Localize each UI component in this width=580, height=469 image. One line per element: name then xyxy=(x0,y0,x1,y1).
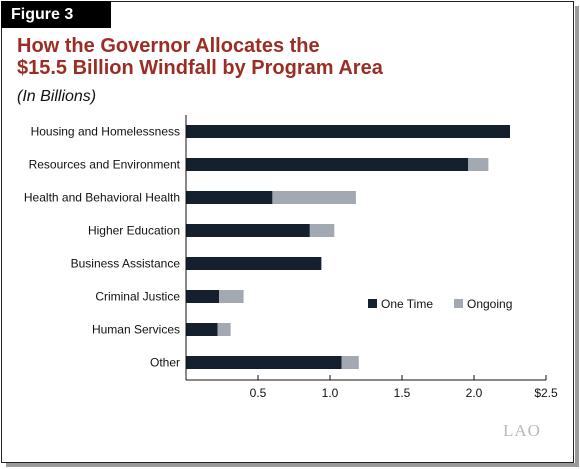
chart-subtitle: (In Billions) xyxy=(17,88,97,105)
category-label: Human Services xyxy=(92,323,180,337)
bar-one-time xyxy=(186,323,218,336)
x-tick-label: 1.0 xyxy=(322,386,339,400)
category-label: Business Assistance xyxy=(71,257,181,271)
category-label: Health and Behavioral Health xyxy=(24,191,180,205)
x-tick-label: 1.5 xyxy=(394,386,411,400)
category-labels: Housing and Homelessness Resources and En… xyxy=(24,125,181,370)
legend-item: Ongoing xyxy=(454,297,512,311)
lao-logo: LAO xyxy=(503,421,541,440)
x-tick-label: 2.0 xyxy=(466,386,483,400)
bar-one-time xyxy=(186,290,220,303)
chart-title: How the Governor Allocates the $15.5 Bil… xyxy=(17,35,383,79)
bar-one-time xyxy=(186,257,322,270)
bar-one-time xyxy=(186,191,273,204)
category-label: Resources and Environment xyxy=(29,158,181,172)
x-tick-label: 0.5 xyxy=(250,386,267,400)
bar-ongoing xyxy=(272,191,356,204)
category-label: Other xyxy=(150,356,180,370)
category-label: Criminal Justice xyxy=(95,290,180,304)
legend-swatch xyxy=(368,299,377,308)
bar-ongoing xyxy=(468,158,489,171)
bar-one-time xyxy=(186,356,342,369)
bar-one-time xyxy=(186,158,469,171)
frame-shadow-right xyxy=(575,6,579,467)
bars xyxy=(186,125,510,369)
bar-ongoing xyxy=(219,290,244,303)
legend-item: One Time xyxy=(368,297,433,311)
frame-shadow-bottom xyxy=(6,463,579,467)
figure-label: Figure 3 xyxy=(1,1,111,28)
legend: One Time Ongoing xyxy=(368,297,512,311)
bar-ongoing xyxy=(341,356,359,369)
category-label: Higher Education xyxy=(88,224,180,238)
bar-one-time xyxy=(186,125,510,138)
x-tick-label: $2.5 xyxy=(534,386,558,400)
x-axis: 0.5 1.0 1.5 2.0 $2.5 xyxy=(185,115,558,400)
bar-ongoing xyxy=(309,224,335,237)
legend-label: Ongoing xyxy=(467,297,512,311)
category-label: Housing and Homelessness xyxy=(31,125,180,139)
bar-ongoing xyxy=(217,323,231,336)
bar-one-time xyxy=(186,224,310,237)
legend-label: One Time xyxy=(381,297,433,311)
legend-swatch xyxy=(454,299,463,308)
